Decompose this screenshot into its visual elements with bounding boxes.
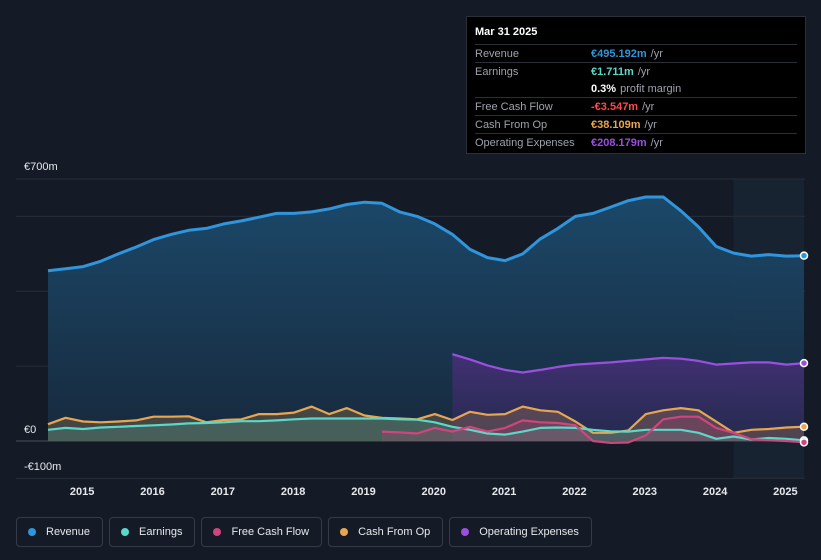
legend-label: Revenue: [46, 526, 91, 538]
legend-item-cash-from-op[interactable]: Cash From Op: [328, 517, 444, 547]
tooltip-row: Free Cash Flow -€3.547m/yr: [475, 97, 797, 115]
tooltip-row-unit: profit margin: [620, 82, 682, 95]
legend-label: Earnings: [139, 526, 183, 538]
x-tick-label-2020: 2020: [422, 486, 446, 498]
x-axis-ticks: 2015 2016 2017 2018 2019 2020 2021 2022 2023 2024…: [70, 486, 798, 498]
free-cash-flow-area: [382, 416, 804, 443]
free-cash-flow-line: [381, 415, 805, 444]
x-tick-label-2015: 2015: [70, 486, 94, 498]
legend-item-earnings[interactable]: Earnings: [109, 517, 196, 547]
operating-expenses-area: [452, 354, 804, 441]
tooltip-row-unit: /yr: [650, 47, 663, 60]
x-tick-label-2019: 2019: [351, 486, 375, 498]
tooltip-row-value: €38.109m: [591, 118, 641, 131]
x-tick-label-2024: 2024: [703, 486, 728, 498]
x-tick-label-2025: 2025: [773, 486, 797, 498]
tooltip-row: 0.3% profit margin: [475, 80, 797, 97]
legend-label: Cash From Op: [358, 526, 431, 538]
legend-dot-icon: [461, 528, 470, 536]
tooltip-row-value: €1.711m: [591, 65, 634, 78]
cash-from-op-line: [47, 405, 805, 434]
tooltip-row-label: Earnings: [475, 65, 519, 78]
tooltip-row-unit: /yr: [650, 136, 663, 149]
tooltip-row-value: 0.3%: [591, 82, 617, 95]
legend-dot-icon: [213, 528, 222, 536]
end-markers: [799, 251, 809, 447]
revenue-end-marker: [799, 251, 809, 260]
legend-label: Operating Expenses: [479, 526, 579, 538]
y-tick-label-0: €0: [24, 424, 36, 436]
tooltip-row: Revenue €495.192m/yr: [475, 44, 797, 62]
revenue-line: [47, 195, 805, 273]
legend-item-revenue[interactable]: Revenue: [16, 517, 104, 547]
data-tooltip: Mar 31 2025 Revenue €495.192m/yr Earnings €…: [466, 16, 806, 154]
operating-expenses-line: [452, 353, 805, 374]
x-tick-label-2022: 2022: [562, 486, 586, 498]
tooltip-row-value: -€3.547m: [591, 100, 639, 113]
y-tick-label-700m: €700m: [24, 161, 58, 173]
legend-dot-icon: [340, 528, 349, 536]
tooltip-row: Earnings €1.711m/yr: [475, 62, 797, 80]
x-tick-label-2021: 2021: [492, 486, 516, 498]
tooltip-row-value: €208.179m: [591, 136, 647, 149]
cash-from-op-end-marker: [799, 422, 809, 431]
operating-expenses-end-marker: [799, 358, 809, 368]
series-lines: [47, 195, 805, 444]
earnings-line: [47, 417, 805, 442]
tooltip-row-label: Cash From Op: [475, 118, 548, 131]
tooltip-row-unit: /yr: [642, 100, 655, 113]
series-areas: [48, 197, 804, 443]
x-tick-label-2023: 2023: [633, 486, 657, 498]
tooltip-row-label: Free Cash Flow: [475, 100, 553, 113]
tooltip-row-label: Revenue: [475, 47, 520, 60]
tooltip-row-unit: /yr: [644, 118, 657, 131]
x-tick-label-2017: 2017: [211, 486, 235, 498]
chart-legend: Revenue Earnings Free Cash Flow Cash From O…: [16, 517, 592, 547]
y-tick-label-neg-100m: -€100m: [24, 461, 61, 473]
tooltip-row-unit: /yr: [637, 65, 651, 78]
tooltip-row-label: Operating Expenses: [475, 136, 575, 149]
x-tick-label-2016: 2016: [140, 486, 164, 498]
x-tick-label-2018: 2018: [281, 486, 305, 498]
legend-label: Free Cash Flow: [231, 526, 310, 538]
tooltip-row: Operating Expenses €208.179m/yr: [475, 133, 797, 151]
tooltip-row-value: €495.192m: [591, 47, 647, 60]
legend-item-operating-expenses[interactable]: Operating Expenses: [449, 517, 592, 547]
tooltip-date: Mar 31 2025: [475, 26, 538, 38]
legend-dot-icon: [28, 528, 36, 536]
legend-item-free-cash-flow[interactable]: Free Cash Flow: [201, 517, 323, 547]
tooltip-row: Cash From Op €38.109m/yr: [475, 115, 797, 133]
legend-dot-icon: [121, 528, 130, 536]
free-cash-flow-end-marker: [799, 438, 809, 447]
